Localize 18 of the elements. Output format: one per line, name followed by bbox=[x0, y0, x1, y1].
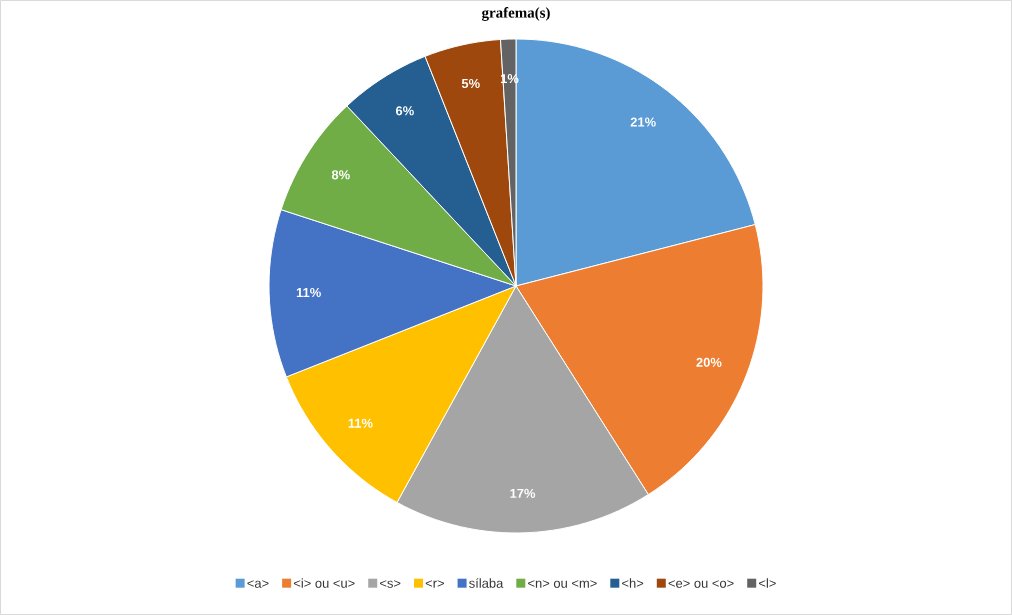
data-label: 11% bbox=[296, 287, 321, 298]
data-label: 5% bbox=[461, 78, 480, 89]
data-label: 20% bbox=[696, 357, 722, 367]
data-label: 17% bbox=[510, 488, 536, 498]
legend-label: <a> bbox=[247, 580, 269, 588]
legend-label: <e> ou <o> bbox=[668, 580, 734, 588]
legend-label: <h> bbox=[622, 578, 644, 588]
legend-label: <l> bbox=[759, 578, 776, 588]
legend-label: <n> ou <m> bbox=[528, 580, 597, 588]
data-label: 8% bbox=[331, 170, 350, 180]
legend-label: <r> bbox=[425, 580, 444, 588]
legend-label: <s> bbox=[380, 580, 401, 588]
legend-label: <i> ou <u> bbox=[293, 578, 355, 588]
data-label: 11% bbox=[348, 418, 373, 428]
data-label: 21% bbox=[630, 117, 656, 127]
chart-title: grafema(s) bbox=[481, 7, 550, 21]
legend-label: sílaba bbox=[469, 578, 504, 588]
data-label: 6% bbox=[395, 106, 414, 116]
